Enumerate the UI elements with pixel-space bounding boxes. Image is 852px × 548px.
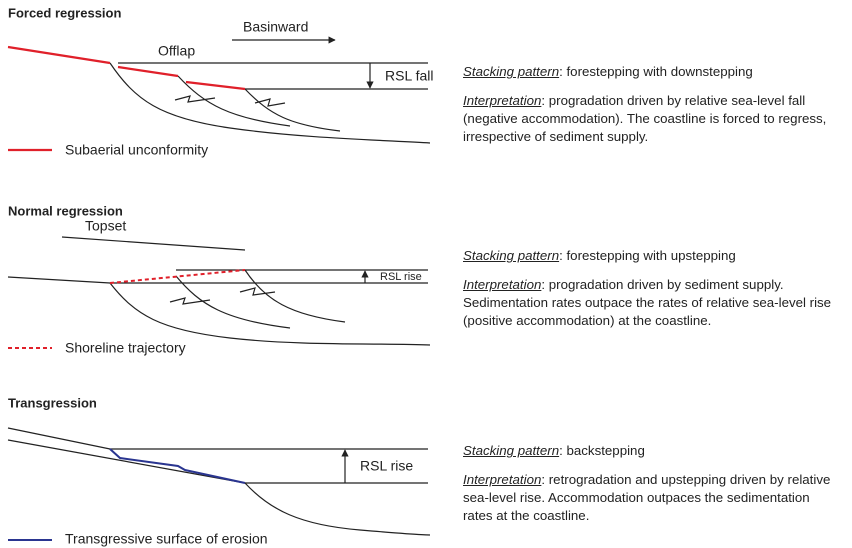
- label: Stacking pattern: [463, 64, 559, 79]
- legend-label: Subaerial unconformity: [65, 142, 208, 158]
- topset-label: Topset: [85, 218, 126, 234]
- text: : forestepping with upstepping: [559, 248, 736, 263]
- rsl-label: RSL rise: [360, 458, 413, 474]
- normal-regression-panel: Normal regression Topset RSL rise Shorel…: [8, 203, 430, 355]
- legend-label: Shoreline trajectory: [65, 340, 186, 356]
- clinoforms: [110, 63, 430, 143]
- rsl-label: RSL rise: [380, 271, 422, 283]
- interpretation: Interpretation: retrogradation and upste…: [463, 471, 841, 525]
- label: Stacking pattern: [463, 248, 559, 263]
- clinoform: [245, 483, 430, 535]
- offlap-label: Offlap: [158, 43, 195, 59]
- sea-level-lines: [118, 63, 428, 89]
- stacking: Stacking pattern: forestepping with upst…: [463, 247, 841, 265]
- panel-title: Normal regression: [8, 203, 123, 218]
- surface-lines: [8, 428, 428, 483]
- stacking: Stacking pattern: forestepping with down…: [463, 63, 841, 81]
- text: : backstepping: [559, 443, 645, 458]
- legend-label: Transgressive surface of erosion: [65, 531, 268, 547]
- label: Interpretation: [463, 277, 541, 292]
- unconformity: [8, 47, 245, 89]
- description: Stacking pattern: forestepping with down…: [463, 63, 841, 157]
- transgressive-surface: [110, 449, 245, 483]
- shoreline-trajectory: [110, 270, 245, 283]
- text: : forestepping with downstepping: [559, 64, 753, 79]
- interpretation: Interpretation: progradation driven by r…: [463, 92, 841, 146]
- label: Stacking pattern: [463, 443, 559, 458]
- description: Stacking pattern: backstepping Interpret…: [463, 442, 841, 536]
- page: Forced regression Basinward Offlap RSL f…: [0, 0, 852, 548]
- forced-regression-panel: Forced regression Basinward Offlap RSL f…: [8, 5, 434, 157]
- stacking: Stacking pattern: backstepping: [463, 442, 841, 460]
- rsl-label: RSL fall: [385, 68, 434, 84]
- description: Stacking pattern: forestepping with upst…: [463, 247, 841, 341]
- panel-title: Forced regression: [8, 5, 121, 20]
- label: Interpretation: [463, 93, 541, 108]
- panel-title: Transgression: [8, 395, 97, 410]
- interpretation: Interpretation: progradation driven by s…: [463, 276, 841, 330]
- label: Interpretation: [463, 472, 541, 487]
- transgression-panel: Transgression RSL rise Transgressive sur…: [8, 395, 430, 546]
- direction-label: Basinward: [243, 19, 308, 35]
